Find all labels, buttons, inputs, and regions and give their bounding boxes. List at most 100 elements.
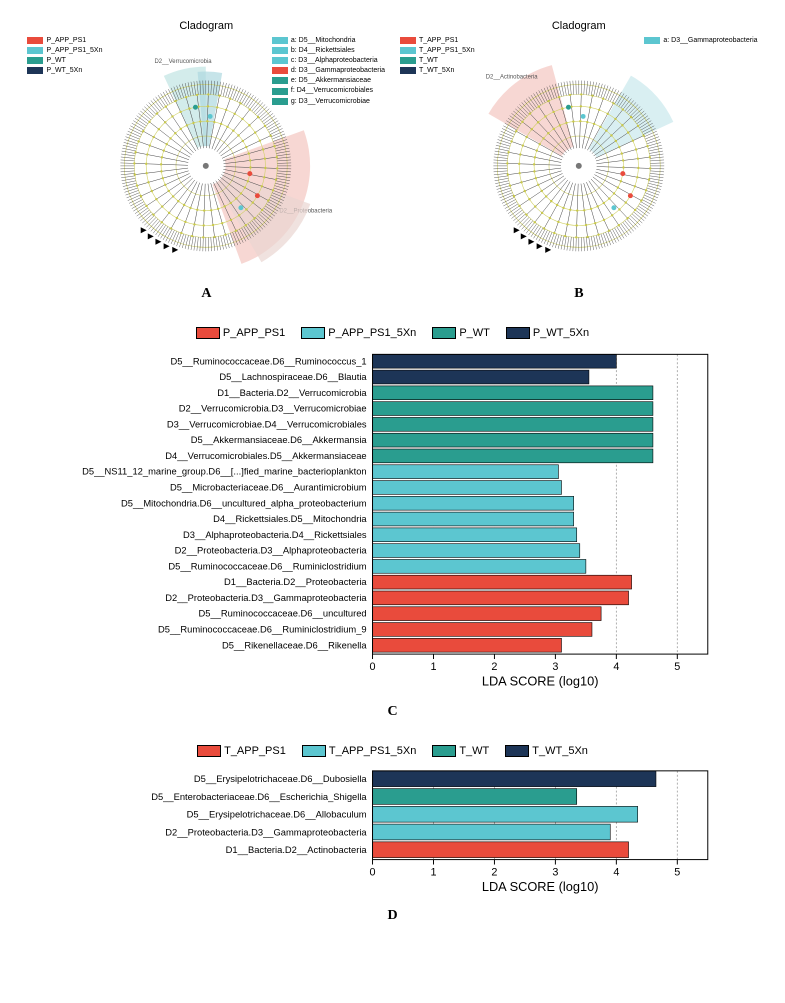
legend-swatch bbox=[27, 57, 43, 64]
panel-c-legend: P_APP_PS1P_APP_PS1_5XnP_WTP_WT_5Xn bbox=[57, 327, 728, 340]
bar bbox=[373, 575, 632, 589]
legend-item: T_WT bbox=[432, 745, 489, 757]
svg-text:D5__Erysipelotrichaceae.D6__Al: D5__Erysipelotrichaceae.D6__Allobaculum bbox=[187, 810, 367, 820]
svg-text:D2__Actinobacteria: D2__Actinobacteria bbox=[486, 74, 539, 80]
legend-swatch bbox=[272, 67, 288, 74]
legend-item: a: D5__Mitochondria bbox=[272, 36, 385, 45]
svg-text:D5__NS11_12_marine_group.D6__[: D5__NS11_12_marine_group.D6__[...]fied_m… bbox=[82, 467, 366, 477]
legend-item: a: D3__Gammaproteobacteria bbox=[644, 36, 757, 45]
svg-text:D5__Lachnospiraceae.D6__Blauti: D5__Lachnospiraceae.D6__Blautia bbox=[220, 372, 368, 382]
figure-container: Cladogram P_APP_PS1P_APP_PS1_5XnP_WTP_WT… bbox=[20, 20, 765, 949]
svg-text:D5__Mitochondria.D6__unculture: D5__Mitochondria.D6__uncultured_alpha_pr… bbox=[121, 498, 367, 508]
svg-text:D5__Ruminococcaceae.D6__uncult: D5__Ruminococcaceae.D6__uncultured bbox=[199, 609, 367, 619]
svg-text:D4__Rickettsiales.D5__Mitochon: D4__Rickettsiales.D5__Mitochondria bbox=[213, 514, 367, 524]
svg-text:2: 2 bbox=[492, 661, 498, 673]
legend-label: P_WT_5Xn bbox=[533, 327, 589, 339]
panel-d-chart: 012345D5__Erysipelotrichaceae.D6__Dubosi… bbox=[57, 764, 728, 898]
bar bbox=[373, 354, 617, 368]
legend-item: P_APP_PS1_5Xn bbox=[27, 46, 102, 55]
svg-text:D2__Verrucomicrobia: D2__Verrucomicrobia bbox=[155, 59, 213, 65]
legend-swatch bbox=[302, 745, 326, 757]
legend-swatch bbox=[272, 37, 288, 44]
legend-swatch bbox=[272, 88, 288, 95]
legend-item: T_APP_PS1_5Xn bbox=[302, 745, 416, 757]
panel-b: Cladogram T_APP_PS1T_APP_PS1_5XnT_WTT_WT… bbox=[400, 20, 758, 266]
svg-text:5: 5 bbox=[675, 866, 681, 878]
legend-item: T_APP_PS1 bbox=[197, 745, 286, 757]
svg-text:D5__Ruminococcaceae.D6__Rumino: D5__Ruminococcaceae.D6__Ruminococcus_1 bbox=[171, 356, 367, 366]
legend-swatch bbox=[505, 745, 529, 757]
legend-swatch bbox=[27, 67, 43, 74]
legend-label: T_WT bbox=[459, 745, 489, 757]
svg-text:D1__Bacteria.D2__Verrucomicrob: D1__Bacteria.D2__Verrucomicrobia bbox=[218, 388, 368, 398]
panel-b-title: Cladogram bbox=[552, 20, 606, 32]
legend-swatch bbox=[506, 327, 530, 339]
panel-c: P_APP_PS1P_APP_PS1_5XnP_WTP_WT_5Xn 01234… bbox=[57, 327, 728, 694]
legend-item: d: D3__Gammaproteobacteria bbox=[272, 66, 385, 75]
bar bbox=[373, 824, 611, 840]
legend-swatch bbox=[272, 47, 288, 54]
legend-label: P_APP_PS1 bbox=[223, 327, 285, 339]
legend-item: P_WT bbox=[432, 327, 490, 339]
legend-item: f: D4__Verrucomicrobiales bbox=[272, 86, 385, 95]
panel-b-figure: T_APP_PS1T_APP_PS1_5XnT_WTT_WT_5Xn a: D3… bbox=[400, 36, 758, 266]
bar bbox=[373, 496, 574, 510]
legend-label: P_APP_PS1 bbox=[46, 36, 86, 45]
svg-text:D5__Erysipelotrichaceae.D6__Du: D5__Erysipelotrichaceae.D6__Dubosiella bbox=[194, 774, 368, 784]
legend-item: g: D3__Verrucomicrobiae bbox=[272, 97, 385, 106]
svg-text:D2__Proteobacteria.D3__Alphapr: D2__Proteobacteria.D3__Alphaproteobacter… bbox=[175, 546, 368, 556]
legend-label: T_APP_PS1_5Xn bbox=[419, 46, 475, 55]
panel-a-figure: P_APP_PS1P_APP_PS1_5XnP_WTP_WT_5Xn a: D5… bbox=[27, 36, 385, 266]
bar bbox=[373, 449, 653, 463]
bar bbox=[373, 623, 592, 637]
legend-swatch bbox=[432, 327, 456, 339]
bar bbox=[373, 528, 577, 542]
legend-item: P_WT_5Xn bbox=[506, 327, 589, 339]
top-row: Cladogram P_APP_PS1P_APP_PS1_5XnP_WTP_WT… bbox=[20, 20, 765, 266]
svg-text:D5__Ruminococcaceae.D6__Rumini: D5__Ruminococcaceae.D6__Ruminiclostridiu… bbox=[158, 624, 367, 634]
svg-text:1: 1 bbox=[431, 661, 437, 673]
bar bbox=[373, 512, 574, 526]
bar bbox=[373, 465, 559, 479]
legend-swatch bbox=[301, 327, 325, 339]
svg-text:D5__Akkermansiaceae.D6__Akkerm: D5__Akkermansiaceae.D6__Akkermansia bbox=[191, 435, 368, 445]
panel-b-label: B bbox=[574, 286, 583, 302]
svg-text:3: 3 bbox=[553, 866, 559, 878]
bar bbox=[373, 771, 656, 787]
svg-text:2: 2 bbox=[492, 866, 498, 878]
panel-d-label: D bbox=[20, 908, 765, 924]
svg-text:D2__Verrucomicrobia.D3__Verruc: D2__Verrucomicrobia.D3__Verrucomicrobiae bbox=[179, 404, 367, 414]
legend-label: T_WT_5Xn bbox=[419, 66, 454, 75]
panel-d: T_APP_PS1T_APP_PS1_5XnT_WTT_WT_5Xn 01234… bbox=[57, 745, 728, 898]
legend-item: P_APP_PS1 bbox=[196, 327, 285, 339]
legend-item: b: D4__Rickettsiales bbox=[272, 46, 385, 55]
svg-text:D2__Proteobacteria.D3__Gammapr: D2__Proteobacteria.D3__Gammaproteobacter… bbox=[166, 593, 368, 603]
bar bbox=[373, 842, 629, 858]
bar bbox=[373, 638, 562, 652]
legend-label: e: D5__Akkermansiaceae bbox=[291, 76, 371, 85]
legend-label: P_WT_5Xn bbox=[46, 66, 82, 75]
legend-swatch bbox=[400, 57, 416, 64]
svg-text:LDA SCORE (log10): LDA SCORE (log10) bbox=[482, 879, 599, 894]
legend-label: b: D4__Rickettsiales bbox=[291, 46, 355, 55]
legend-swatch bbox=[272, 57, 288, 64]
svg-text:0: 0 bbox=[370, 661, 376, 673]
legend-item: P_WT bbox=[27, 56, 102, 65]
legend-swatch bbox=[644, 37, 660, 44]
svg-text:D1__Bacteria.D2__Actinobacteri: D1__Bacteria.D2__Actinobacteria bbox=[226, 845, 368, 855]
panel-a-taxa-legend: a: D5__Mitochondriab: D4__Rickettsialesc… bbox=[272, 36, 385, 107]
bar bbox=[373, 806, 638, 822]
svg-text:D2__Proteobacteria.D3__Gammapr: D2__Proteobacteria.D3__Gammaproteobacter… bbox=[166, 827, 368, 837]
bar bbox=[373, 559, 586, 573]
legend-label: T_APP_PS1 bbox=[419, 36, 458, 45]
panel-a-title: Cladogram bbox=[179, 20, 233, 32]
panel-d-legend: T_APP_PS1T_APP_PS1_5XnT_WTT_WT_5Xn bbox=[57, 745, 728, 758]
legend-label: f: D4__Verrucomicrobiales bbox=[291, 86, 373, 95]
svg-text:4: 4 bbox=[614, 866, 620, 878]
bar bbox=[373, 789, 577, 805]
bar bbox=[373, 481, 562, 495]
legend-swatch bbox=[197, 745, 221, 757]
legend-swatch bbox=[27, 47, 43, 54]
bar bbox=[373, 544, 580, 558]
svg-text:3: 3 bbox=[553, 661, 559, 673]
